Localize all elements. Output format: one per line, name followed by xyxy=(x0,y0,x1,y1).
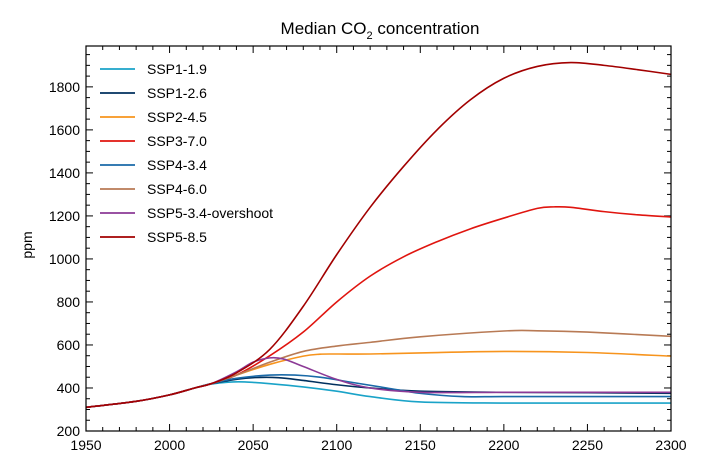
series-lines xyxy=(85,61,672,409)
legend: SSP1-1.9 SSP1-2.6 SSP2-4.5 SSP3-7.0 SSP4-3.4… xyxy=(100,61,273,245)
legend-label-ssp1-1-9: SSP1-1.9 xyxy=(147,61,207,77)
y-tick-label: 1200 xyxy=(49,208,80,224)
x-tick-label: 2150 xyxy=(405,437,436,453)
legend-label-ssp5-3-4-overshoot: SSP5-3.4-overshoot xyxy=(147,205,273,221)
y-tick-label: 400 xyxy=(57,380,81,396)
chart-title: Median CO2 concentration xyxy=(281,19,480,42)
x-tick-label: 2250 xyxy=(572,437,603,453)
y-tick-label: 1800 xyxy=(49,79,80,95)
legend-label-ssp2-4-5: SSP2-4.5 xyxy=(147,109,207,125)
legend-label-ssp4-3-4: SSP4-3.4 xyxy=(147,157,207,173)
x-tick-label: 1950 xyxy=(70,437,101,453)
y-tick-label: 1000 xyxy=(49,251,80,267)
svg-text:Median CO2 concentration: Median CO2 concentration xyxy=(281,19,480,42)
x-tick-label: 2300 xyxy=(655,437,686,453)
title-main: Median CO xyxy=(281,19,367,38)
legend-label-ssp5-8-5: SSP5-8.5 xyxy=(147,229,207,245)
y-tick-label: 600 xyxy=(57,337,81,353)
legend-label-ssp3-7-0: SSP3-7.0 xyxy=(147,133,207,149)
y-axis-label: ppm xyxy=(19,231,35,258)
series-line-ssp2-4-5 xyxy=(85,350,672,409)
legend-label-ssp4-6-0: SSP4-6.0 xyxy=(147,181,207,197)
title-suffix: concentration xyxy=(373,19,480,38)
y-tick-label: 1600 xyxy=(49,122,80,138)
plot-frame xyxy=(85,45,672,432)
series-line-ssp5-3-4-overshoot xyxy=(85,356,671,409)
y-tick-label: 1400 xyxy=(49,165,80,181)
series-line-ssp5-8-5 xyxy=(85,61,672,409)
legend-label-ssp1-2-6: SSP1-2.6 xyxy=(147,85,207,101)
y-tick-label: 800 xyxy=(57,294,81,310)
x-tick-label: 2200 xyxy=(488,437,519,453)
x-tick-label: 2050 xyxy=(238,437,269,453)
x-tick-label: 2100 xyxy=(321,437,352,453)
axis-ticks: 1950 2000 2050 2100 2150 2200 2250 2300 200 400 60… xyxy=(49,46,687,453)
y-tick-label: 200 xyxy=(57,423,81,439)
x-tick-label: 2000 xyxy=(154,437,185,453)
title-subscript: 2 xyxy=(367,30,373,42)
